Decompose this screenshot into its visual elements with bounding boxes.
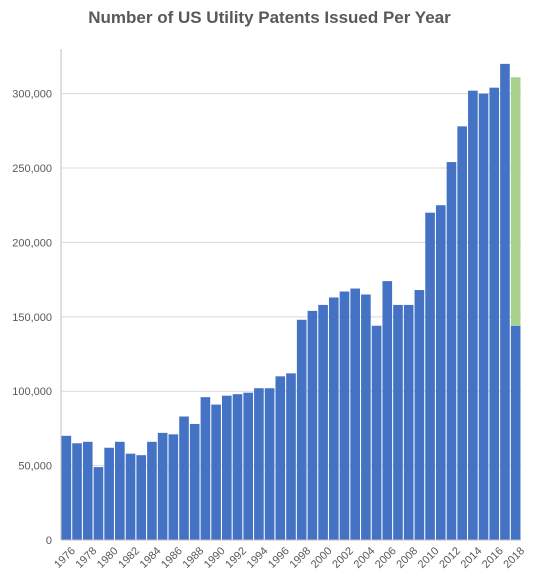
bar: [243, 393, 253, 540]
bar: [126, 454, 136, 540]
bar: [511, 326, 521, 540]
x-tick-label: 1994: [245, 545, 271, 571]
bar: [72, 443, 82, 540]
bar: [222, 396, 232, 540]
bar: [254, 388, 264, 540]
bar: [115, 442, 125, 540]
x-tick-label: 1978: [74, 545, 100, 571]
y-tick-label: 150,000: [12, 312, 52, 324]
x-tick-label: 1982: [116, 545, 142, 571]
y-tick-label: 200,000: [12, 237, 52, 249]
x-tick-label: 1980: [95, 545, 121, 571]
bar: [436, 205, 446, 540]
x-tick-label: 2014: [459, 545, 485, 571]
bar: [83, 442, 93, 540]
x-tick-label: 2016: [480, 545, 506, 571]
bar: [361, 295, 371, 541]
bars: [62, 64, 521, 540]
x-tick-label: 1976: [52, 545, 78, 571]
x-tick-label: 1984: [138, 545, 164, 571]
y-tick-label: 300,000: [12, 89, 52, 101]
x-tick-label: 1992: [223, 545, 249, 571]
bar: [265, 388, 275, 540]
bar: [425, 213, 435, 540]
bar: [147, 442, 157, 540]
x-tick-label: 1998: [287, 545, 313, 571]
bar: [104, 448, 114, 540]
bar: [201, 397, 211, 540]
bar: [457, 126, 467, 540]
x-tick-label: 1988: [180, 545, 206, 571]
x-tick-label: 1990: [202, 545, 228, 571]
x-tick-label: 1996: [266, 545, 292, 571]
bar: [447, 162, 457, 540]
y-tick-label: 250,000: [12, 163, 52, 175]
bar: [297, 320, 307, 540]
bar: [94, 467, 104, 540]
x-tick-label: 2010: [416, 545, 442, 571]
x-tick-label: 2002: [330, 545, 356, 571]
bar: [158, 433, 168, 540]
bar: [233, 394, 243, 540]
bar: [62, 436, 72, 540]
y-tick-label: 100,000: [12, 386, 52, 398]
bar: [211, 405, 221, 540]
bar: [372, 326, 382, 540]
bar: [415, 290, 425, 540]
bar: [308, 311, 318, 540]
bar: [318, 305, 328, 540]
bar: [500, 64, 510, 540]
x-tick-label: 2018: [501, 545, 527, 571]
bar: [136, 455, 146, 540]
bar: [190, 424, 200, 540]
x-tick-label: 2008: [394, 545, 420, 571]
x-tick-label: 2012: [437, 545, 463, 571]
bar: [468, 91, 478, 540]
x-tick-label: 2004: [352, 545, 378, 571]
bar: [479, 94, 489, 540]
bar: [286, 373, 296, 540]
bar: [169, 434, 179, 540]
y-tick-label: 50,000: [18, 461, 52, 473]
x-tick-label: 2006: [373, 545, 399, 571]
x-axis-ticks: 1976197819801982198419861988199019921994…: [52, 545, 527, 571]
x-tick-label: 1986: [159, 545, 185, 571]
bar: [393, 305, 403, 540]
bar-stacked-segment: [511, 77, 521, 325]
bar: [489, 88, 499, 540]
bar: [404, 305, 414, 540]
bar: [340, 292, 350, 540]
y-axis-ticks: 0 50,000 100,000 150,000 200,000 250,000 300,0…: [12, 89, 52, 547]
bar: [382, 281, 392, 540]
x-tick-label: 2000: [309, 545, 335, 571]
bar: [179, 417, 189, 540]
bar: [275, 376, 285, 540]
y-tick-label: 0: [46, 535, 52, 547]
bar: [350, 289, 360, 540]
bar: [329, 297, 339, 540]
